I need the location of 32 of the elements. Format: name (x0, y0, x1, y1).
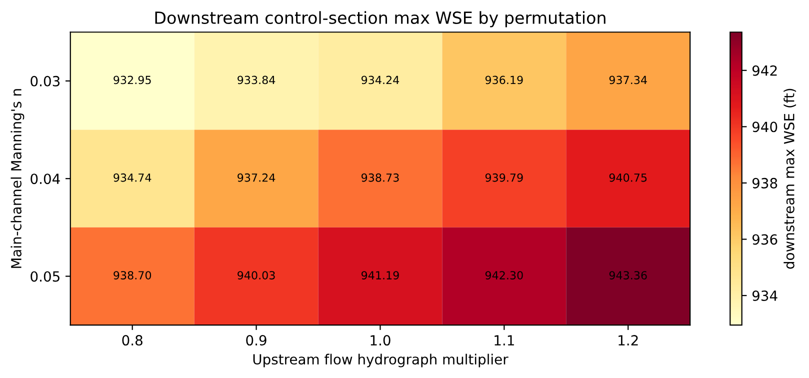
y-tick-label: 0.04 (30, 174, 60, 184)
x-tick-label: 1.0 (370, 335, 390, 346)
x-tick-label: 0.9 (246, 335, 266, 346)
color-bar-label: 936 (752, 234, 778, 245)
color-bar-label: 942 (752, 65, 777, 76)
data-label: 942.30 (485, 271, 523, 280)
data-label: 939.79 (485, 173, 523, 182)
color-bar-title: downstream max WSE (ft) (784, 88, 796, 269)
data-label: 937.24 (238, 173, 276, 182)
x-tick-label: 0.8 (122, 335, 142, 346)
color-bar-label: 940 (752, 122, 778, 132)
data-label: 940.03 (238, 271, 275, 280)
color-bar-label: 938 (752, 178, 778, 188)
data-label: 938.73 (361, 173, 399, 182)
data-label: 943.36 (609, 271, 647, 280)
x-tick-label: 1.2 (618, 335, 638, 346)
data-label: 938.70 (114, 271, 152, 280)
x-tick-label: 1.1 (494, 335, 514, 346)
data-label: 941.19 (361, 271, 399, 280)
data-label: 932.95 (114, 76, 151, 84)
data-label: 940.75 (609, 173, 647, 182)
y-tick-label: 0.03 (30, 76, 60, 86)
color-bar-label: 934 (752, 290, 778, 302)
data-label: 934.74 (114, 173, 152, 182)
data-label: 934.24 (361, 76, 400, 84)
y-tick-label: 0.05 (30, 271, 60, 282)
chart-title: Downstream control-section max WSE by permutation (155, 11, 606, 28)
y-axis-title: Main-channel Manning's n (10, 89, 24, 268)
data-label: 937.34 (609, 76, 647, 84)
data-label: 933.84 (238, 76, 276, 84)
x-axis-title: Upstream flow hydrograph multiplier (253, 354, 508, 368)
data-label: 936.19 (485, 76, 523, 84)
